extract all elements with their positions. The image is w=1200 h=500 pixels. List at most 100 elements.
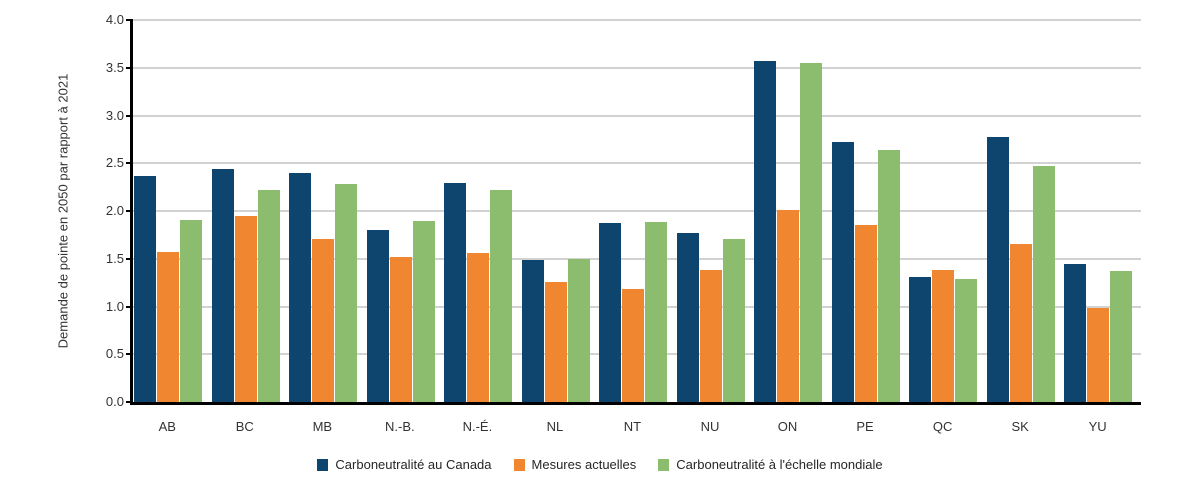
bar bbox=[412, 220, 435, 402]
bar bbox=[157, 252, 179, 402]
y-axis-tick bbox=[126, 19, 133, 21]
x-tick-label: AB bbox=[158, 419, 176, 434]
y-axis-tick bbox=[126, 257, 133, 260]
bar bbox=[1009, 244, 1032, 402]
y-axis-tick bbox=[126, 305, 133, 308]
gridline bbox=[133, 257, 1141, 260]
bar-group bbox=[986, 20, 1064, 402]
y-axis-line bbox=[130, 20, 133, 405]
legend-item: Carboneutralité à l'échelle mondiale bbox=[658, 457, 883, 472]
y-tick-label: 1.0 bbox=[105, 298, 124, 314]
x-tick-label: QC bbox=[932, 419, 953, 434]
y-axis-tick bbox=[126, 66, 133, 69]
x-tick-label: NT bbox=[623, 419, 642, 434]
bar bbox=[599, 223, 622, 402]
bar-group bbox=[211, 20, 289, 402]
bar bbox=[544, 281, 567, 402]
bar bbox=[1087, 308, 1110, 402]
x-axis-line bbox=[130, 402, 1141, 405]
y-tick-label: 2.0 bbox=[105, 203, 124, 218]
bars-container bbox=[133, 20, 1141, 402]
legend: Carboneutralité au Canada Mesures actuell… bbox=[0, 457, 1200, 472]
bar bbox=[312, 238, 335, 402]
bar bbox=[909, 276, 932, 402]
bar bbox=[389, 256, 412, 402]
gridline bbox=[133, 210, 1141, 212]
y-tick-label: 1.5 bbox=[105, 250, 124, 266]
bar bbox=[800, 62, 823, 402]
bar-group bbox=[366, 20, 444, 402]
bar-group bbox=[133, 20, 211, 402]
x-tick-label: ON bbox=[777, 419, 798, 434]
y-tick-label: 2.5 bbox=[105, 155, 124, 171]
bar bbox=[645, 222, 668, 402]
y-axis-tick bbox=[126, 114, 133, 117]
x-tick-label: NL bbox=[546, 419, 564, 434]
gridline bbox=[133, 66, 1141, 69]
bar bbox=[777, 210, 800, 402]
bar bbox=[932, 270, 955, 402]
y-tick-label: 0.5 bbox=[105, 346, 124, 362]
bar bbox=[877, 149, 900, 402]
bar bbox=[1110, 271, 1133, 402]
bar-group bbox=[443, 20, 521, 402]
bar bbox=[335, 184, 358, 402]
bar bbox=[955, 278, 978, 402]
bar bbox=[490, 190, 513, 402]
x-tick-label: PE bbox=[856, 419, 874, 434]
bar bbox=[134, 175, 156, 402]
y-tick-label: 3.0 bbox=[105, 107, 124, 123]
x-tick-label: N.-B. bbox=[385, 419, 415, 434]
legend-swatch-icon bbox=[658, 458, 670, 471]
x-tick-label: NU bbox=[700, 419, 720, 434]
gridline bbox=[133, 162, 1141, 165]
bar bbox=[986, 137, 1009, 402]
bar-group bbox=[676, 20, 754, 402]
bar bbox=[366, 230, 389, 402]
bar bbox=[567, 258, 590, 402]
legend-label: Carboneutralité à l'échelle mondiale bbox=[676, 457, 883, 472]
bar-group bbox=[598, 20, 676, 402]
bar bbox=[754, 61, 777, 402]
bar bbox=[180, 219, 202, 402]
bar-group bbox=[753, 20, 831, 402]
legend-label: Mesures actuelles bbox=[531, 457, 637, 472]
x-tick-label: MB bbox=[312, 419, 333, 434]
x-axis-labels: AB BC MB N.-B. N.-É. NL NT NU ON PE QC SK YU bbox=[133, 419, 1141, 434]
bar bbox=[1032, 166, 1055, 402]
gridline bbox=[133, 114, 1141, 117]
legend-item: Mesures actuelles bbox=[513, 457, 637, 472]
bar bbox=[467, 253, 490, 402]
bar-group bbox=[1063, 20, 1141, 402]
x-tick-label: SK bbox=[1011, 419, 1029, 434]
y-axis-tick bbox=[126, 401, 133, 403]
bar bbox=[676, 232, 699, 402]
legend-swatch-icon bbox=[317, 458, 329, 471]
bar bbox=[622, 289, 645, 402]
legend-swatch-icon bbox=[513, 458, 525, 471]
bar-group bbox=[908, 20, 986, 402]
legend-label: Carboneutralité au Canada bbox=[335, 457, 492, 472]
bar-group bbox=[521, 20, 599, 402]
x-tick-label: YU bbox=[1088, 419, 1107, 434]
bar bbox=[234, 215, 257, 402]
y-axis-tick bbox=[126, 162, 133, 165]
bar bbox=[722, 238, 745, 402]
bar bbox=[521, 259, 544, 402]
bar bbox=[211, 168, 234, 402]
bar bbox=[444, 183, 467, 402]
y-tick-label: 0.0 bbox=[105, 394, 124, 409]
bar bbox=[854, 225, 877, 402]
y-tick-label: 3.5 bbox=[105, 59, 124, 75]
y-tick-label: 4.0 bbox=[105, 12, 124, 27]
bar bbox=[1064, 264, 1087, 402]
bar bbox=[289, 172, 312, 402]
gridline bbox=[133, 19, 1141, 21]
legend-item: Carboneutralité au Canada bbox=[317, 457, 492, 472]
y-axis-title: Demande de pointe en 2050 par rapport à … bbox=[55, 73, 71, 349]
y-axis-tick bbox=[126, 353, 133, 356]
x-tick-label: N.-É. bbox=[462, 419, 493, 434]
bar-group bbox=[288, 20, 366, 402]
bar bbox=[831, 142, 854, 402]
